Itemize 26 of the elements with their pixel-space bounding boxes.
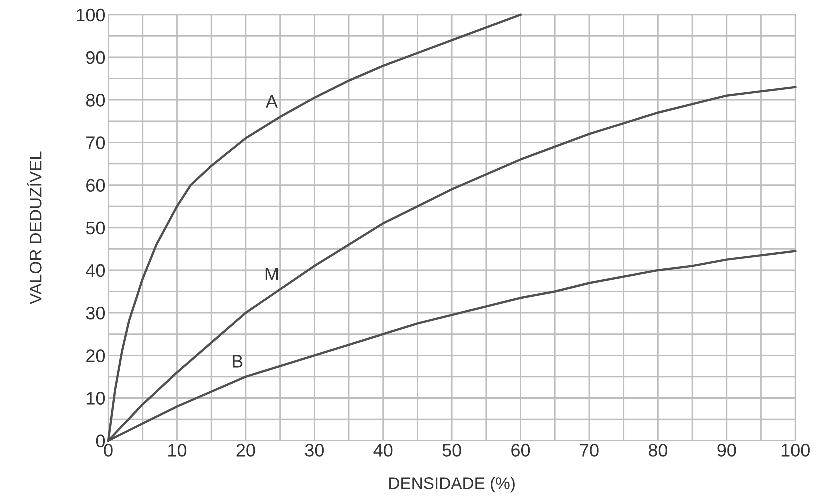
series-label: B — [233, 355, 243, 368]
x-tick-label: 70 — [580, 444, 599, 457]
x-tick-label: 90 — [718, 444, 736, 457]
x-tick-label: 20 — [236, 444, 256, 457]
x-axis-title: DENSIDADE (%) — [390, 477, 515, 493]
y-tick-label: 70 — [86, 136, 106, 150]
x-tick-label: 80 — [648, 444, 668, 457]
y-tick-label: 60 — [86, 179, 106, 192]
x-tick-label: 100 — [782, 444, 810, 457]
x-tick-label: 50 — [442, 444, 462, 457]
y-axis-title: VALOR DEDUZÍVEL — [27, 152, 42, 305]
x-tick-label: 10 — [168, 444, 187, 457]
y-tick-label: 100 — [77, 8, 106, 22]
x-tick-label: 30 — [305, 444, 324, 457]
series-label: A — [266, 95, 278, 108]
y-tick-label: 0 — [96, 434, 106, 448]
y-tick-label: 90 — [86, 51, 106, 64]
y-tick-label: 80 — [86, 94, 106, 107]
y-tick-label: 50 — [86, 222, 106, 235]
y-tick-label: 10 — [87, 392, 106, 405]
x-tick-label: 60 — [512, 444, 530, 457]
y-tick-label: 30 — [86, 306, 106, 320]
series-label: M — [266, 268, 278, 280]
x-tick-label: 40 — [374, 444, 393, 457]
y-tick-label: 40 — [86, 264, 106, 278]
y-tick-label: 20 — [86, 350, 106, 362]
